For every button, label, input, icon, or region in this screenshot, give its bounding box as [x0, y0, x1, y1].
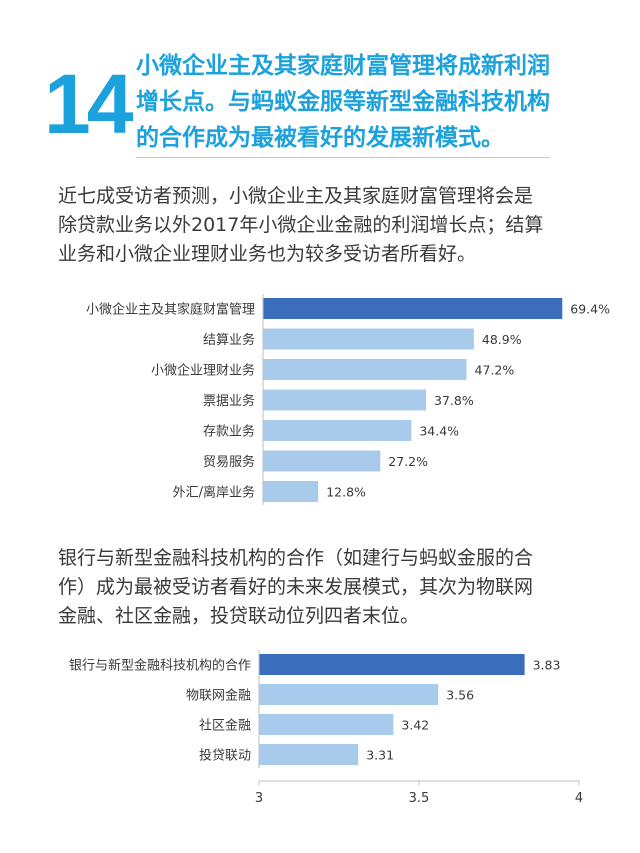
growth-value-label: 27.2%	[388, 454, 428, 469]
model-x-tick-label: 4	[575, 791, 583, 806]
model-category-label: 社区金融	[199, 718, 251, 734]
growth-value-label: 34.4%	[419, 424, 459, 439]
model-category-label: 物联网金融	[186, 688, 251, 704]
growth-bar	[263, 450, 381, 472]
model-value-label: 3.31	[366, 748, 394, 763]
paragraph-line: 金融、社区金融，投贷联动位列四者末位。	[58, 605, 420, 627]
development-model-bar-chart: 银行与新型金融科技机构的合作 3.83 物联网金融 3.56 社区金融 3.42 投贷联动 3…	[69, 650, 583, 806]
growth-category-label: 小微企业主及其家庭财富管理	[86, 302, 255, 318]
model-value-label: 3.42	[401, 718, 429, 733]
headline-line: 的合作成为最被看好的发展新模式。	[136, 125, 504, 151]
growth-category-label: 票据业务	[203, 393, 255, 409]
model-category-label: 银行与新型金融科技机构的合作	[69, 658, 251, 674]
growth-category-label: 结算业务	[203, 332, 255, 348]
growth-bar	[263, 481, 319, 502]
model-value-label: 3.83	[533, 658, 561, 673]
growth-bar	[263, 328, 474, 350]
headline-line: 增长点。与蚂蚁金服等新型金融科技机构	[136, 89, 550, 115]
growth-value-label: 12.8%	[326, 485, 366, 500]
section-number: 14	[44, 57, 133, 151]
headline-line: 小微企业主及其家庭财富管理将成新利润	[136, 53, 550, 79]
growth-value-label: 69.4%	[570, 302, 610, 317]
header-divider	[136, 157, 550, 158]
growth-value-label: 37.8%	[434, 393, 474, 408]
growth-bar	[263, 359, 467, 380]
section-header: 14 小微企业主及其家庭财富管理将成新利润 增长点。与蚂蚁金服等新型金融科技机构…	[0, 0, 640, 170]
paragraph-line: 作）成为最被受访者看好的未来发展模式，其次为物联网	[58, 576, 534, 598]
model-value-label: 3.56	[446, 688, 474, 703]
growth-bar	[263, 420, 412, 441]
growth-category-label: 存款业务	[203, 424, 255, 440]
paragraph-line: 近七成受访者预测，小微企业主及其家庭财富管理将会是	[58, 185, 534, 207]
model-x-tick-label: 3	[255, 791, 263, 806]
model-bar	[259, 654, 525, 675]
growth-category-label: 小微企业理财业务	[151, 363, 255, 379]
paragraph-cooperation-model: 银行与新型金融科技机构的合作（如建行与蚂蚁金服的合 作）成为最被受访者看好的未来…	[58, 544, 598, 631]
growth-bar	[263, 298, 563, 319]
paragraph-line: 除贷款业务以外2017年小微企业金融的利润增长点；结算	[58, 214, 544, 236]
paragraph-line: 业务和小微企业理财业务也为较多受访者所看好。	[58, 243, 477, 265]
growth-category-label: 外汇/离岸业务	[173, 485, 255, 501]
paragraph-profit-growth: 近七成受访者预测，小微企业主及其家庭财富管理将会是 除贷款业务以外2017年小微…	[58, 182, 598, 269]
model-bar	[259, 714, 394, 735]
model-bar	[259, 744, 359, 765]
growth-category-label: 贸易服务	[203, 454, 255, 470]
headline: 小微企业主及其家庭财富管理将成新利润 增长点。与蚂蚁金服等新型金融科技机构 的合…	[136, 48, 606, 156]
model-bar	[259, 684, 439, 705]
model-x-tick-label: 3.5	[409, 791, 430, 806]
growth-value-label: 47.2%	[475, 363, 515, 378]
model-category-label: 投贷联动	[199, 748, 251, 764]
paragraph-line: 银行与新型金融科技机构的合作（如建行与蚂蚁金服的合	[58, 547, 534, 569]
growth-bar	[263, 389, 427, 411]
growth-value-label: 48.9%	[482, 332, 522, 347]
profit-growth-bar-chart: 小微企业主及其家庭财富管理 69.4% 结算业务 48.9% 小微企业理财业务 47.2%…	[86, 294, 610, 505]
